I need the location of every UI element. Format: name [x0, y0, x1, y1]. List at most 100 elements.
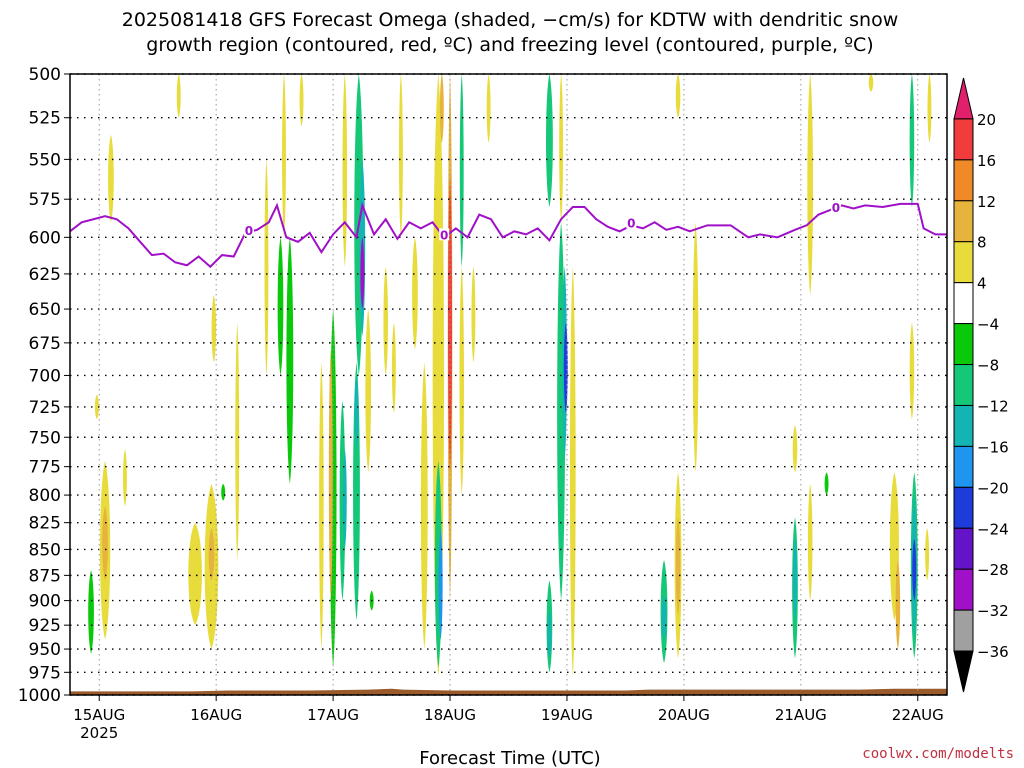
omega-region — [895, 559, 901, 650]
freezing-level-label: 0 — [832, 201, 840, 215]
omega-region — [692, 222, 699, 473]
colorbar-label: −24 — [977, 520, 1009, 538]
colorbar-triangle-top — [953, 77, 974, 120]
surface-terrain — [70, 688, 947, 695]
x-axis-title: Forecast Time (UTC) — [419, 748, 600, 768]
x-tick-sublabel: 2025 — [80, 724, 118, 742]
y-tick-label: 775 — [29, 458, 61, 478]
y-tick-label: 875 — [29, 566, 61, 586]
omega-region — [339, 400, 346, 601]
omega-region — [675, 74, 681, 118]
colorbar-label: 8 — [977, 234, 987, 252]
watermark[interactable]: coolwx.com/modelts — [862, 746, 1014, 762]
colorbar-swatch — [953, 445, 974, 488]
omega-region — [569, 266, 576, 677]
y-tick-label: 650 — [29, 300, 61, 320]
freezing-level-label-bg — [439, 228, 450, 241]
freezing-level-label: 0 — [440, 228, 448, 242]
colorbar-label: −16 — [977, 438, 1009, 456]
omega-region — [448, 175, 452, 473]
omega-region — [383, 266, 389, 376]
colorbar-swatch — [953, 282, 974, 325]
x-tick-label: 21AUG — [775, 706, 827, 724]
freezing-level-label-bg — [830, 201, 841, 214]
omega-region — [123, 449, 127, 507]
plot-area: 0 0 0 0 — [69, 73, 948, 696]
freezing-level-label: 0 — [245, 224, 253, 238]
omega-region — [286, 237, 294, 484]
omega-region — [420, 362, 428, 650]
omega-region — [412, 237, 418, 350]
omega-region — [208, 528, 215, 581]
omega-region — [486, 74, 491, 143]
y-tick-label: 675 — [29, 334, 61, 354]
omega-region — [176, 74, 181, 118]
omega-region — [559, 74, 564, 223]
colorbar-label: 4 — [977, 275, 987, 293]
omega-region — [792, 425, 798, 473]
omega-region — [88, 570, 94, 654]
colorbar-label: −32 — [977, 602, 1009, 620]
omega-region — [459, 266, 465, 496]
omega-region — [365, 309, 372, 473]
colorbar-label: −12 — [977, 397, 1009, 415]
y-tick-label: 700 — [29, 366, 61, 386]
chart-title-line1: 2025081418 GFS Forecast Omega (shaded, −… — [122, 9, 899, 31]
omega-region — [675, 517, 681, 616]
colorbar-label: 12 — [977, 193, 996, 211]
colorbar-swatch — [953, 527, 974, 570]
omega-region — [547, 610, 552, 659]
omega-region — [277, 237, 284, 376]
omega-region — [282, 74, 286, 238]
colorbar-label: 16 — [977, 152, 996, 170]
omega-region — [360, 237, 365, 310]
colorbar-triangle-bottom — [953, 650, 974, 693]
y-axis: 500 525 550 575 600 625 650 675 700 725 750 775 800 8… — [18, 65, 70, 706]
chart-title-line2: growth region (contoured, red, ºC) and f… — [146, 34, 873, 56]
omega-region — [438, 528, 443, 640]
y-tick-label: 600 — [29, 228, 61, 248]
colorbar-swatch — [953, 609, 974, 652]
y-tick-label: 950 — [29, 640, 61, 660]
omega-region — [793, 538, 797, 621]
y-tick-label: 800 — [29, 486, 61, 506]
omega-region — [909, 74, 915, 207]
omega-region — [925, 528, 930, 581]
colorbar-swatch — [953, 404, 974, 447]
omega-region — [328, 349, 333, 601]
y-tick-label: 550 — [29, 150, 61, 170]
plot-frame — [69, 73, 948, 696]
colorbar-legend: 20 16 12 8 4 −4 −8 −12 −16 −20 −24 −28 −32 −36 — [953, 77, 1009, 693]
colorbar-swatch — [953, 118, 974, 161]
omega-region — [188, 522, 202, 626]
omega-region — [211, 295, 217, 363]
omega-region — [661, 595, 667, 640]
x-tick-label: 17AUG — [307, 706, 359, 724]
colorbar-swatch — [953, 568, 974, 611]
colorbar-label: 20 — [977, 111, 996, 129]
freezing-level-label-bg — [243, 223, 254, 236]
colorbar-label: −36 — [977, 643, 1009, 661]
x-tick-label: 18AUG — [424, 706, 476, 724]
colorbar-label: −20 — [977, 479, 1009, 497]
colorbar-swatch — [953, 159, 974, 202]
colorbar-swatch — [953, 200, 974, 243]
freezing-level-label: 0 — [627, 216, 635, 230]
omega-region — [342, 449, 347, 550]
omega-region — [398, 74, 403, 238]
y-tick-label: 525 — [29, 109, 61, 129]
colorbar-swatch — [953, 486, 974, 529]
omega-region — [391, 322, 396, 414]
y-tick-label: 900 — [29, 592, 61, 612]
y-tick-label: 825 — [29, 514, 61, 534]
y-tick-label: 975 — [29, 663, 61, 683]
y-tick-label: 925 — [29, 616, 61, 636]
x-tick-label: 19AUG — [541, 706, 593, 724]
omega-region — [264, 159, 269, 376]
x-tick-label: 15AUG — [73, 706, 125, 724]
colorbar-label: −8 — [977, 357, 999, 375]
freezing-level-label-bg — [626, 216, 637, 229]
omega-region — [94, 394, 99, 420]
